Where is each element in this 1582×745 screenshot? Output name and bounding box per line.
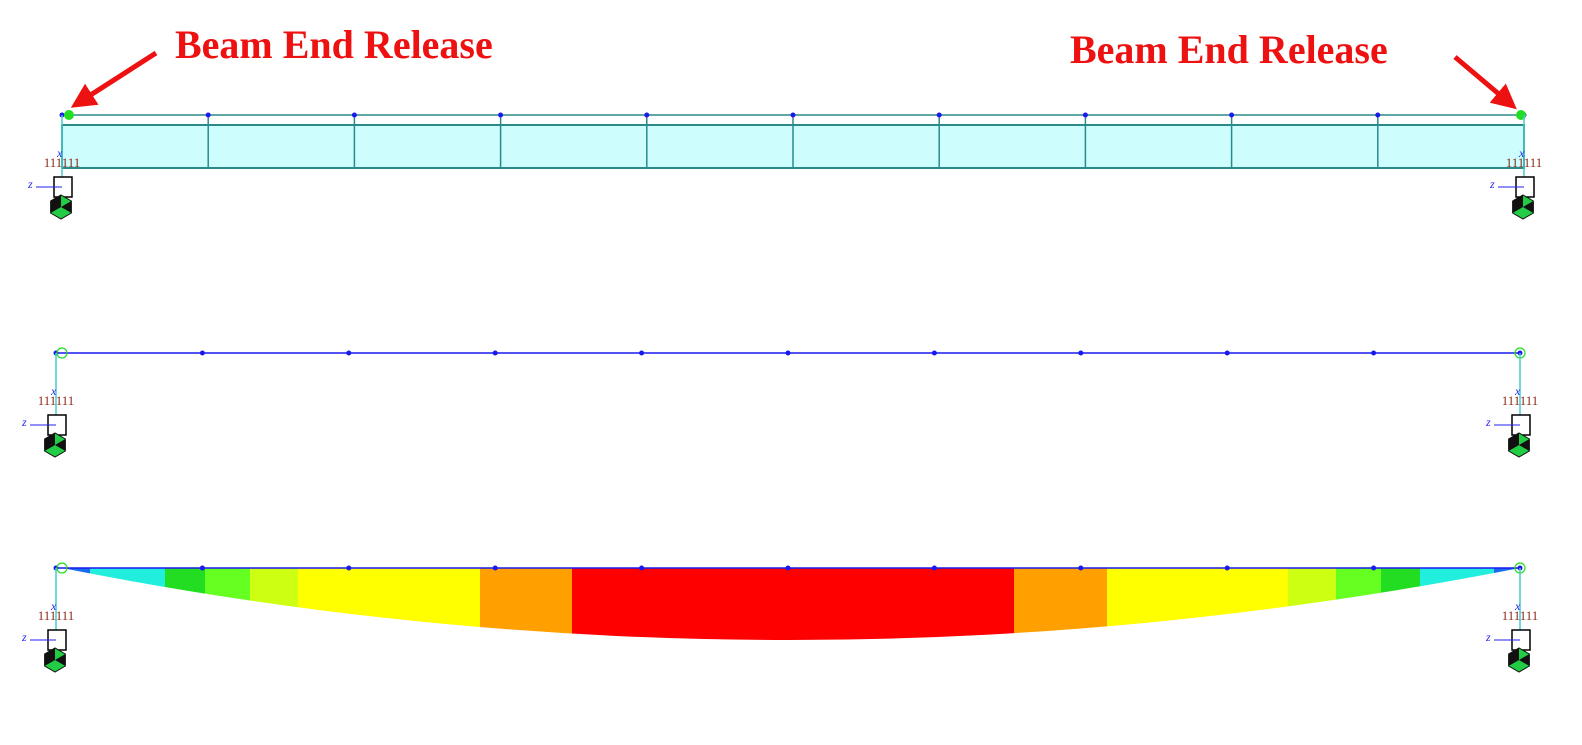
node [1371, 350, 1377, 356]
node [492, 350, 498, 356]
moment-band [1381, 568, 1420, 640]
node [1078, 565, 1084, 571]
support-hex-shade [1508, 648, 1519, 666]
axis-label: x [50, 599, 57, 613]
support-hex-shade [55, 439, 66, 451]
node [199, 565, 205, 571]
node [498, 112, 504, 118]
moment-band [1420, 568, 1494, 640]
support-hex-shade [61, 201, 72, 213]
node [492, 565, 498, 571]
axis-label: z [21, 415, 27, 429]
support-code: 111111 [1502, 393, 1539, 408]
node [205, 112, 211, 118]
moment-band [90, 568, 165, 640]
moment-band [1336, 568, 1381, 640]
node [644, 112, 650, 118]
support-hex-shade [1519, 654, 1530, 666]
moment-diagram [62, 568, 1520, 640]
moment-band [298, 568, 480, 640]
arrow [1453, 55, 1517, 110]
axis-label: x [56, 146, 63, 160]
node [351, 112, 357, 118]
node [1229, 112, 1235, 118]
node [1371, 565, 1377, 571]
release-symbol [56, 562, 68, 574]
moment-band [1288, 568, 1336, 640]
node [931, 350, 937, 356]
node [639, 350, 645, 356]
moment-band [205, 568, 250, 640]
support-hex-shade [1523, 201, 1534, 213]
axis-label: x [50, 384, 57, 398]
axis-label: z [27, 177, 33, 191]
axis-label: z [21, 630, 27, 644]
axis-label: x [1518, 146, 1525, 160]
node [1082, 112, 1088, 118]
axis-label: z [1485, 630, 1491, 644]
node [790, 112, 796, 118]
support-code: 111111 [1506, 155, 1543, 170]
support-hex-shade [44, 648, 55, 666]
moment-band [572, 568, 1014, 640]
support-hex-shade [1512, 195, 1523, 213]
release-symbol [56, 347, 68, 359]
node [1224, 350, 1230, 356]
annotation: Beam End Release [1070, 27, 1388, 72]
support-code: 111111 [38, 608, 75, 623]
moment-band [480, 568, 572, 640]
node [1078, 350, 1084, 356]
moment-band [165, 568, 205, 640]
support-hex-shade [1519, 439, 1530, 451]
support-hex-shade [50, 195, 61, 213]
node [1224, 565, 1230, 571]
support-hex-shade [55, 654, 66, 666]
node [785, 350, 791, 356]
node [346, 565, 352, 571]
axis-label: x [1514, 384, 1521, 398]
support-code: 111111 [44, 155, 81, 170]
moment-band [1014, 568, 1107, 640]
node [785, 565, 791, 571]
support-hex-shade [44, 433, 55, 451]
annotation: Beam End Release [175, 22, 493, 67]
node [936, 112, 942, 118]
node [1375, 112, 1381, 118]
axis-label: z [1489, 177, 1495, 191]
moment-band [250, 568, 298, 640]
node [639, 565, 645, 571]
release-node [64, 110, 74, 120]
node [931, 565, 937, 571]
axis-label: x [1514, 599, 1521, 613]
node [346, 350, 352, 356]
support-code: 111111 [38, 393, 75, 408]
moment-band [1107, 568, 1288, 640]
support-hex-shade [1508, 433, 1519, 451]
support-code: 111111 [1502, 608, 1539, 623]
arrow [70, 50, 158, 108]
axis-label: z [1485, 415, 1491, 429]
node [199, 350, 205, 356]
